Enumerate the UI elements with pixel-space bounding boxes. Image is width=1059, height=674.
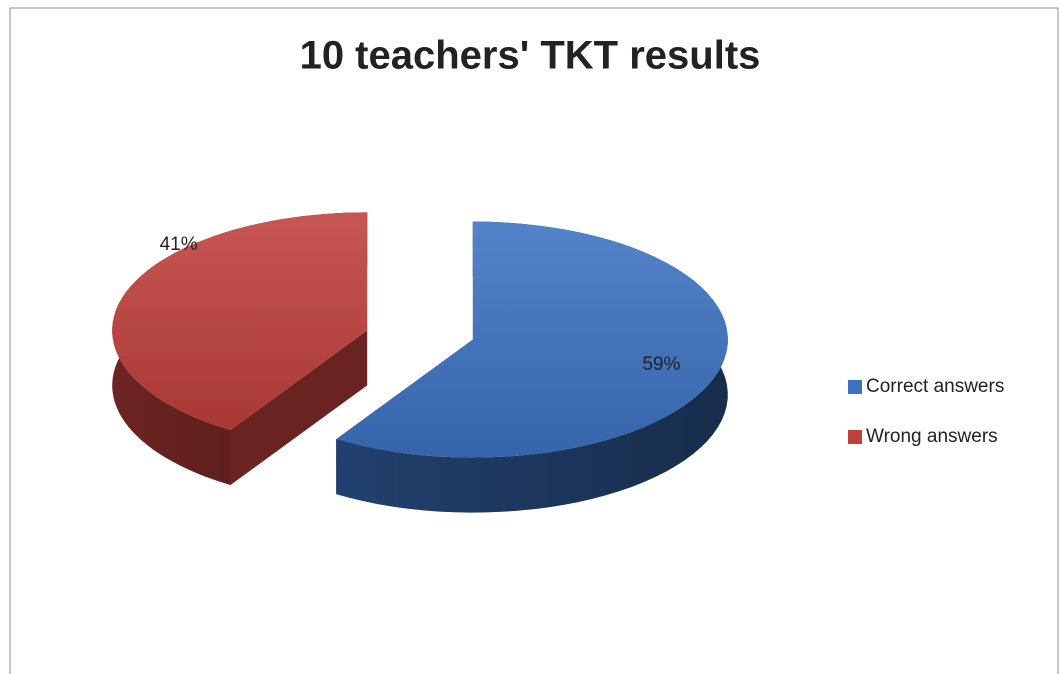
slice-shade: [336, 221, 728, 458]
data-label: 41%: [160, 234, 198, 255]
slice-side: [230, 330, 368, 485]
legend-swatch: [848, 430, 862, 444]
slice-shade: [112, 212, 368, 430]
chart-title: 10 teachers' TKT results: [300, 34, 761, 78]
legend-label: Wrong answers: [866, 426, 998, 447]
legend-swatch: [848, 380, 862, 394]
pie-tops: 59% 41%: [112, 212, 728, 458]
chart-frame: [9, 7, 1059, 674]
legend-label: Correct answers: [866, 376, 1004, 397]
data-label: 59%: [642, 354, 680, 375]
